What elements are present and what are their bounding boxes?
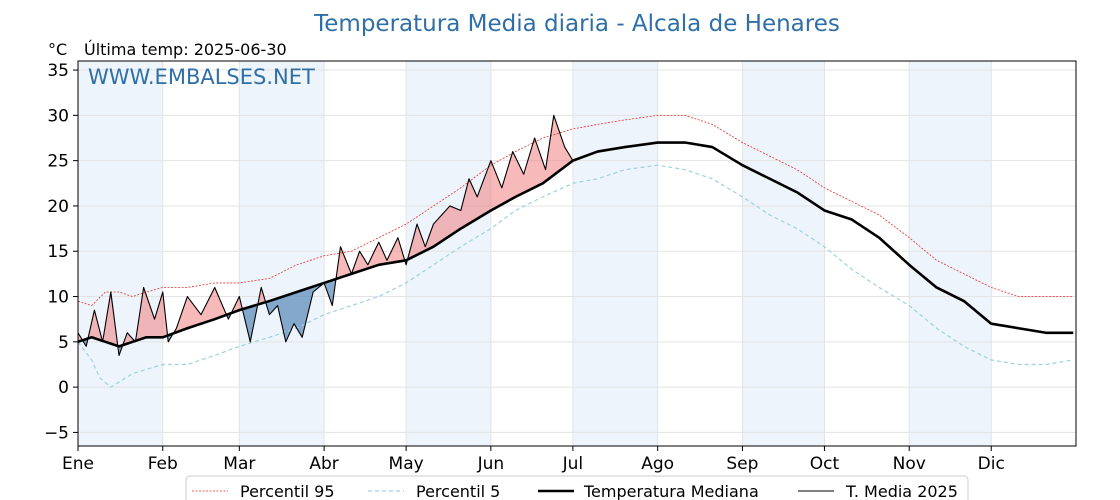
watermark: WWW.EMBALSES.NET <box>88 65 315 89</box>
plot-area: WWW.EMBALSES.NET <box>77 60 1077 447</box>
series-t-media-2025 <box>77 114 574 356</box>
fill-above-median <box>173 287 228 334</box>
chart-title: Temperatura Media diaria - Alcala de Hen… <box>313 11 840 37</box>
month-shading <box>78 61 992 446</box>
fill-below-median <box>119 344 124 356</box>
series-percentil-95 <box>77 114 1074 307</box>
y-tick-label: 15 <box>47 242 69 262</box>
x-tick-label: Ene <box>62 454 94 474</box>
fill-above-median <box>103 292 120 347</box>
y-tick-label: 20 <box>47 197 69 217</box>
y-tick-label: 30 <box>47 106 69 126</box>
y-axis: −5 0 5 10 15 20 25 30 35 <box>44 61 78 443</box>
legend-box <box>185 475 969 500</box>
month-shade <box>78 61 163 446</box>
x-tick-label: Oct <box>810 454 840 474</box>
fill-above-median <box>88 310 103 341</box>
y-tick-label: 10 <box>47 288 69 308</box>
last-temp-label: Última temp: 2025-06-30 <box>84 40 287 59</box>
legend-label: T. Media 2025 <box>845 482 958 500</box>
x-tick-label: Jul <box>562 454 584 474</box>
series-lines <box>77 114 1074 388</box>
plot-frame <box>77 60 1077 447</box>
x-tick-label: Nov <box>893 454 926 474</box>
legend-label: Temperatura Mediana <box>583 482 759 500</box>
series-percentil-5 <box>77 164 1074 388</box>
x-tick-label: Feb <box>148 454 178 474</box>
x-tick-label: Ago <box>641 454 674 474</box>
x-tick-label: Abr <box>309 454 338 474</box>
x-tick-label: Sep <box>726 454 758 474</box>
y-tick-label: 35 <box>47 61 69 81</box>
legend-label: Percentil 95 <box>240 482 335 500</box>
month-shade <box>572 61 658 446</box>
legend: Percentil 95 Percentil 5 Temperatura Media… <box>185 475 969 500</box>
y-tick-label: 25 <box>47 152 69 172</box>
fill-above-median <box>408 115 573 259</box>
x-tick-label: Jun <box>477 454 505 474</box>
x-tick-label: May <box>389 454 424 474</box>
y-tick-label: 0 <box>58 378 69 398</box>
fill-below-median <box>243 304 259 342</box>
fill-below-median <box>325 278 337 306</box>
y-unit-label: °C <box>48 40 67 59</box>
month-shade <box>742 61 825 446</box>
y-tick-label: 5 <box>58 333 69 353</box>
y-tick-label: −5 <box>44 423 69 443</box>
month-shade <box>909 61 992 446</box>
x-axis: Ene Feb Mar Abr May Jun Jul Ago Sep Oct Nov Dic <box>62 446 1005 474</box>
month-shade <box>239 61 325 446</box>
x-tick-label: Mar <box>223 454 255 474</box>
x-tick-label: Dic <box>978 454 1005 474</box>
series-temperatura-mediana <box>77 141 1074 348</box>
legend-label: Percentil 5 <box>416 482 500 500</box>
